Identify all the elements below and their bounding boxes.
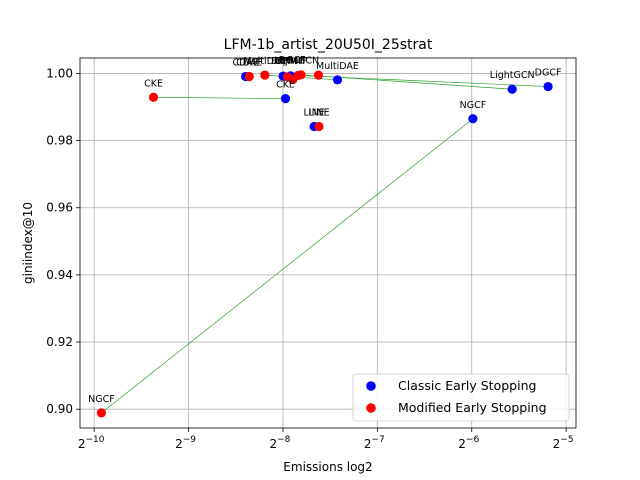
data-points bbox=[96, 70, 553, 418]
y-tick-label: 0.96 bbox=[46, 201, 73, 215]
x-axis-label: Emissions log2 bbox=[283, 460, 372, 474]
classic-point bbox=[280, 94, 291, 104]
chart-title: LFM-1b_artist_20U50I_25strat bbox=[224, 37, 433, 53]
point-label: CKE bbox=[276, 80, 295, 91]
point-label: BPRMF bbox=[271, 56, 304, 67]
axis-ticks: 2−10 2−9 2−8 2−7 2−6 2−5 0.90 0.92 0.94 0.96 0.98 1… bbox=[46, 66, 573, 451]
point-label: NGCF bbox=[88, 394, 115, 405]
classic-point bbox=[468, 114, 478, 124]
modified-point bbox=[296, 70, 306, 80]
classic-point bbox=[543, 81, 553, 92]
x-tick-label: 2−9 bbox=[175, 435, 196, 451]
x-tick-label: 2−10 bbox=[78, 435, 105, 451]
point-label: CDAE bbox=[236, 57, 262, 68]
point-label: MultiDAE bbox=[243, 56, 286, 67]
y-tick-label: 1.00 bbox=[46, 66, 73, 80]
legend: Classic Early Stopping Modified Early St… bbox=[352, 373, 570, 422]
x-tick-label: 2−6 bbox=[458, 435, 479, 451]
x-tick-label: 2−5 bbox=[553, 435, 574, 451]
legend-marker-modified bbox=[366, 403, 376, 413]
classic-point bbox=[332, 75, 343, 85]
point-label: CDAE bbox=[232, 57, 258, 68]
plot-area-frame bbox=[79, 57, 577, 429]
point-label: LINE bbox=[303, 107, 324, 118]
y-axis-label: giniindex@10 bbox=[21, 202, 35, 284]
point-label: LINE bbox=[308, 107, 329, 118]
point-label: MultiDAE bbox=[316, 61, 359, 72]
legend-label-classic: Classic Early Stopping bbox=[398, 378, 536, 393]
y-tick-label: 0.98 bbox=[46, 134, 73, 148]
connection-line bbox=[101, 118, 474, 414]
y-tick-label: 0.92 bbox=[46, 335, 73, 349]
modified-point bbox=[314, 121, 324, 132]
point-label: NGCF bbox=[460, 100, 487, 111]
grid-lines bbox=[80, 58, 576, 428]
point-label: CKE bbox=[144, 78, 163, 89]
legend-label-modified: Modified Early Stopping bbox=[398, 400, 547, 415]
modified-point bbox=[96, 408, 107, 418]
point-label: DGCF bbox=[279, 55, 306, 66]
connection-line bbox=[153, 96, 286, 99]
point-label: BPRMF bbox=[275, 56, 308, 67]
modified-point bbox=[244, 71, 254, 82]
modified-point bbox=[148, 92, 159, 102]
classic-point bbox=[507, 84, 517, 94]
x-tick-label: 2−7 bbox=[364, 435, 385, 451]
modified-point bbox=[313, 70, 324, 80]
legend-marker-classic bbox=[366, 381, 376, 391]
y-tick-label: 0.90 bbox=[46, 402, 73, 416]
legend-box bbox=[352, 373, 570, 422]
point-label: LightGCN bbox=[490, 70, 535, 81]
point-label: LightGCN bbox=[274, 55, 319, 66]
point-label: DGCF bbox=[535, 68, 562, 79]
y-tick-label: 0.94 bbox=[46, 268, 73, 282]
x-tick-label: 2−8 bbox=[269, 435, 290, 451]
modified-point bbox=[260, 70, 270, 80]
connection-lines bbox=[101, 74, 549, 414]
